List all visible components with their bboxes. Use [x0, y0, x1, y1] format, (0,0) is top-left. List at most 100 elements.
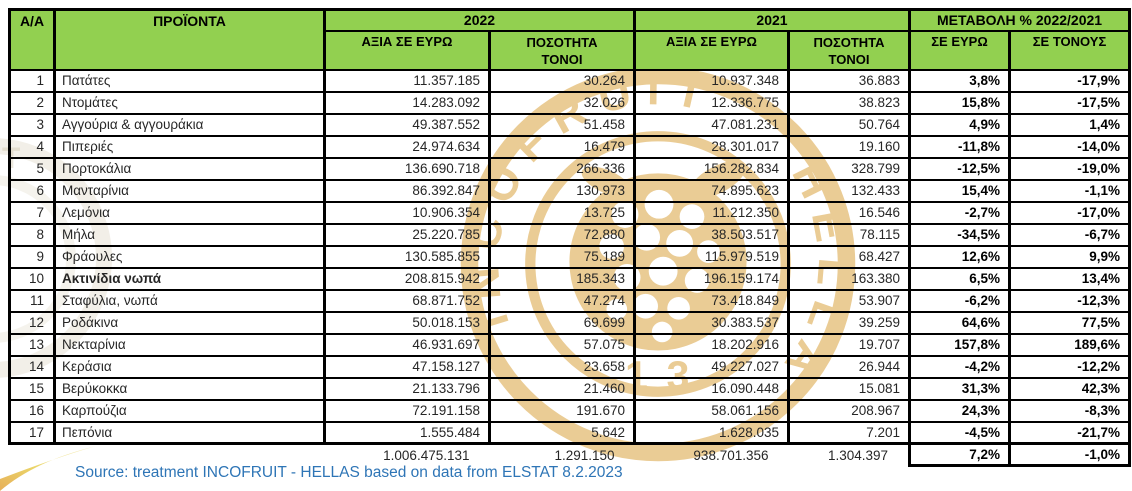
- cell-change-tonnes: -17,0%: [1007, 200, 1132, 225]
- cell-product: Καρπούζια: [53, 398, 326, 423]
- cell-value-2022: 47.158.127: [323, 354, 491, 379]
- cell-qty-2021: 38.823: [787, 90, 911, 115]
- table-row: 7 Λεμόνια 10.906.354 13.725 11.212.350 1…: [8, 200, 1132, 225]
- cell-change-tonnes: 77,5%: [1007, 310, 1132, 335]
- cell-value-2021: 16.090.448: [633, 376, 790, 401]
- cell-product: Βερύκοκκα: [53, 376, 326, 401]
- cell-change-tonnes: -17,9%: [1007, 68, 1132, 93]
- cell-change-eur: 31,3%: [908, 376, 1011, 401]
- cell-value-2022: 130.585.855: [323, 244, 491, 269]
- cell-product: Πιπεριές: [53, 134, 326, 159]
- cell-aa: 3: [8, 112, 56, 137]
- cell-change-eur: -6,2%: [908, 288, 1011, 313]
- cell-qty-2021: 15.081: [787, 376, 911, 401]
- table-row: 11 Σταφύλια, νωπά 68.871.752 47.274 73.4…: [8, 288, 1132, 313]
- cell-qty-2022: 185.343: [488, 266, 636, 291]
- cell-change-tonnes: -12,3%: [1007, 288, 1132, 313]
- cell-qty-2021: 208.967: [787, 398, 911, 423]
- cell-product: Νεκταρίνια: [53, 332, 326, 357]
- cell-change-tonnes: -6,7%: [1007, 222, 1132, 247]
- cell-qty-2022: 57.075: [488, 332, 636, 357]
- cell-qty-2021: 328.799: [787, 156, 911, 181]
- cell-change-eur: -12,5%: [908, 156, 1011, 181]
- header-change-in-eur: ΣΕ ΕΥΡΩ: [908, 29, 1011, 71]
- cell-change-tonnes: 189,6%: [1007, 332, 1132, 357]
- cell-value-2021: 74.895.623: [633, 178, 790, 203]
- cell-qty-2022: 32.026: [488, 90, 636, 115]
- total-change-tonnes: -1,0%: [1009, 443, 1132, 467]
- table-row: 12 Ροδάκινα 50.018.153 69.699 30.383.537…: [8, 310, 1132, 335]
- cell-qty-2022: 47.274: [488, 288, 636, 313]
- cell-change-eur: 24,3%: [908, 398, 1011, 423]
- cell-qty-2022: 69.699: [488, 310, 636, 335]
- cell-qty-2021: 50.764: [787, 112, 911, 137]
- cell-qty-2021: 26.944: [787, 354, 911, 379]
- products-trade-table: A/A ΠΡΟΪΟΝΤΑ 2022 2021 ΜΕΤΑΒΟΛΗ % 2022/2…: [8, 8, 1132, 467]
- cell-change-tonnes: 1,4%: [1007, 112, 1132, 137]
- cell-change-eur: 15,4%: [908, 178, 1011, 203]
- cell-value-2021: 18.202.916: [633, 332, 790, 357]
- cell-change-eur: -4,2%: [908, 354, 1011, 379]
- header-value-eur-2022: ΑΞΙΑ ΣΕ ΕΥΡΩ: [323, 29, 491, 71]
- cell-qty-2021: 7.201: [787, 420, 911, 445]
- cell-aa: 4: [8, 134, 56, 159]
- cell-aa: 12: [8, 310, 56, 335]
- cell-aa: 5: [8, 156, 56, 181]
- source-note: Source: treatment INCOFRUIT - HELLAS bas…: [75, 464, 623, 481]
- cell-change-eur: 15,8%: [908, 90, 1011, 115]
- cell-product: Σταφύλια, νωπά: [53, 288, 326, 313]
- cell-aa: 11: [8, 288, 56, 313]
- table-row: 6 Μανταρίνια 86.392.847 130.973 74.895.6…: [8, 178, 1132, 203]
- cell-product: Φράουλες: [53, 244, 326, 269]
- header-year-2021: 2021: [633, 8, 911, 32]
- cell-aa: 8: [8, 222, 56, 247]
- cell-change-tonnes: 9,9%: [1007, 244, 1132, 269]
- cell-aa: 6: [8, 178, 56, 203]
- table-row: 5 Πορτοκάλια 136.690.718 266.336 156.282…: [8, 156, 1132, 181]
- header-value-eur-2021: ΑΞΙΑ ΣΕ ΕΥΡΩ: [633, 29, 790, 71]
- cell-value-2022: 14.283.092: [323, 90, 491, 115]
- cell-change-eur: 157,8%: [908, 332, 1011, 357]
- cell-aa: 13: [8, 332, 56, 357]
- cell-aa: 17: [8, 420, 56, 445]
- cell-aa: 15: [8, 376, 56, 401]
- cell-value-2021: 115.979.519: [633, 244, 790, 269]
- cell-value-2021: 49.227.027: [633, 354, 790, 379]
- cell-value-2022: 208.815.942: [323, 266, 491, 291]
- cell-qty-2021: 68.427: [787, 244, 911, 269]
- cell-value-2022: 25.220.785: [323, 222, 491, 247]
- cell-aa: 7: [8, 200, 56, 225]
- cell-change-eur: 3,8%: [908, 68, 1011, 93]
- table-row: 17 Πεπόνια 1.555.484 5.642 1.628.035 7.2…: [8, 420, 1132, 445]
- header-qty-tonnes-2021: ΠΟΣΟΤΗΤΑ ΤΟΝΟΙ: [787, 29, 911, 71]
- cell-qty-2021: 163.380: [787, 266, 911, 291]
- cell-value-2022: 24.974.634: [323, 134, 491, 159]
- cell-value-2022: 10.906.354: [323, 200, 491, 225]
- corner-swoosh-decoration: [0, 446, 96, 491]
- cell-product: Πατάτες: [53, 68, 326, 93]
- cell-product: Ντομάτες: [53, 90, 326, 115]
- header-change-2022-2021: ΜΕΤΑΒΟΛΗ % 2022/2021: [907, 8, 1132, 32]
- cell-qty-2021: 39.259: [787, 310, 911, 335]
- cell-change-tonnes: -21,7%: [1007, 420, 1132, 445]
- cell-change-tonnes: -1,1%: [1007, 178, 1132, 203]
- cell-change-eur: 64,6%: [908, 310, 1011, 335]
- table-header: A/A ΠΡΟΪΟΝΤΑ 2022 2021 ΜΕΤΑΒΟΛΗ % 2022/2…: [8, 8, 1132, 71]
- table-row: 3 Αγγούρια & αγγουράκια 49.387.552 51.45…: [8, 112, 1132, 137]
- table-row: 15 Βερύκοκκα 21.133.796 21.460 16.090.44…: [8, 376, 1132, 401]
- cell-change-tonnes: -17,5%: [1007, 90, 1132, 115]
- cell-value-2021: 11.212.350: [633, 200, 790, 225]
- header-aa: A/A: [8, 8, 56, 71]
- table-row: 8 Μήλα 25.220.785 72.880 38.503.517 78.1…: [8, 222, 1132, 247]
- cell-qty-2022: 30.264: [488, 68, 636, 93]
- cell-product: Μανταρίνια: [53, 178, 326, 203]
- cell-value-2021: 30.383.537: [633, 310, 790, 335]
- cell-product: Κεράσια: [53, 354, 326, 379]
- header-year-2022: 2022: [323, 8, 636, 32]
- cell-value-2021: 47.081.231: [633, 112, 790, 137]
- header-change-in-tonnes: ΣΕ ΤΟΝΟΥΣ: [1007, 29, 1132, 71]
- cell-aa: 16: [8, 398, 56, 423]
- cell-value-2021: 12.336.775: [633, 90, 790, 115]
- cell-value-2022: 46.931.697: [323, 332, 491, 357]
- cell-qty-2021: 19.160: [787, 134, 911, 159]
